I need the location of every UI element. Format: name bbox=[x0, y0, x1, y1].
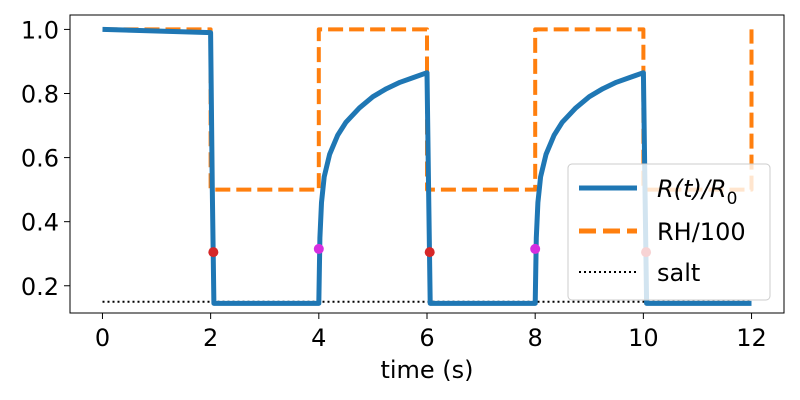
x-tick-label: 6 bbox=[419, 324, 434, 352]
legend: R(t)/R0 RH/100 salt bbox=[567, 163, 771, 301]
legend-label-r-ratio: R(t)/R0 bbox=[657, 175, 737, 209]
x-axis: 0 2 4 6 8 10 12 bbox=[95, 313, 767, 352]
x-tick-label: 2 bbox=[203, 324, 218, 352]
y-tick-label: 0.6 bbox=[21, 145, 59, 173]
transition-marker-0 bbox=[208, 247, 219, 258]
x-tick-label: 8 bbox=[528, 324, 543, 352]
plot-area bbox=[102, 26, 754, 306]
y-tick-label: 0.8 bbox=[21, 81, 59, 109]
legend-box bbox=[567, 163, 771, 301]
y-tick-label: 0.4 bbox=[21, 209, 59, 237]
y-tick-label: 0.2 bbox=[21, 273, 59, 301]
legend-label-rh: RH/100 bbox=[657, 218, 746, 246]
x-tick-label: 10 bbox=[628, 324, 659, 352]
x-tick-label: 4 bbox=[311, 324, 326, 352]
x-tick-label: 0 bbox=[95, 324, 110, 352]
transition-marker-2 bbox=[424, 247, 435, 258]
legend-label-salt: salt bbox=[657, 259, 700, 287]
y-axis: 0.2 0.4 0.6 0.8 1.0 bbox=[21, 16, 70, 301]
x-axis-label: time (s) bbox=[380, 356, 473, 384]
transition-marker-1 bbox=[313, 243, 324, 254]
series-line-r-ratio bbox=[102, 26, 752, 306]
transition-marker-3 bbox=[530, 243, 541, 254]
x-tick-label: 12 bbox=[736, 324, 767, 352]
y-tick-label: 1.0 bbox=[21, 16, 59, 44]
